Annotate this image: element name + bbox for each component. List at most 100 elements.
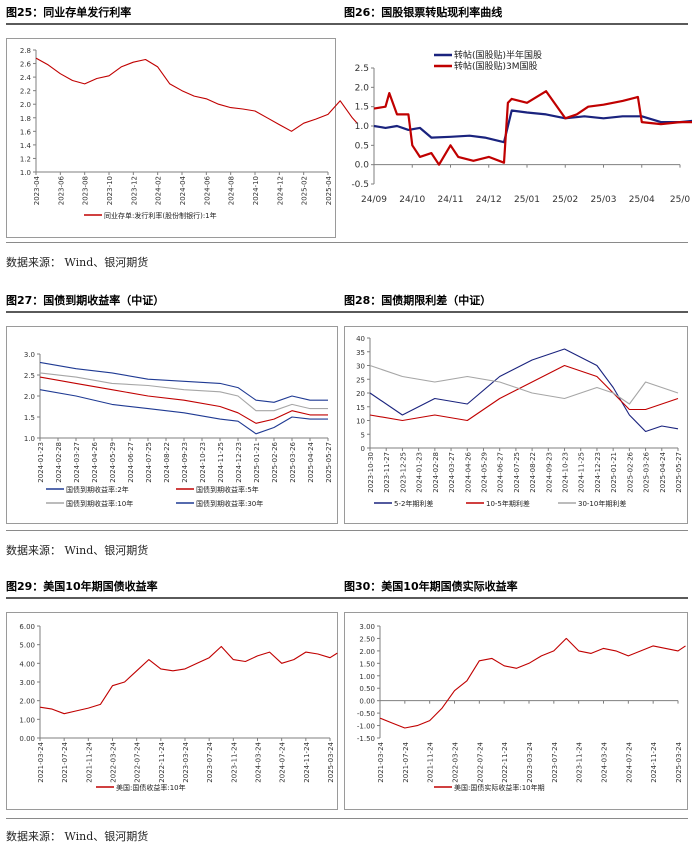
divider-row2-top bbox=[6, 311, 688, 313]
fig27-xtick-label: 2024-07-25 bbox=[145, 442, 153, 483]
fig25-xtick-label: 2025-04 bbox=[325, 175, 333, 205]
fig28-xtick-label: 2023-12-25 bbox=[399, 452, 407, 493]
fig27-ytick-label: 2.0 bbox=[24, 393, 35, 401]
fig26-xtick-label: 25/01 bbox=[514, 195, 540, 205]
fig30-xtick-label: 2024-11-24 bbox=[650, 741, 658, 782]
fig28-xtick-label: 2024-12-23 bbox=[594, 452, 602, 493]
fig25-series-line-1 bbox=[35, 57, 358, 132]
source-note-3: 数据来源： Wind、银河期货 bbox=[6, 830, 149, 843]
fig25-xtick-label: 2023-06 bbox=[57, 175, 65, 205]
fig28-xtick-label: 2024-04-26 bbox=[464, 451, 472, 492]
fig27-xtick-label: 2024-01-23 bbox=[37, 442, 45, 483]
fig29-legend-label-1: 美国:国债收益率:10年 bbox=[116, 783, 186, 792]
fig27-xtick-label: 2025-05-27 bbox=[325, 442, 333, 483]
fig28-ytick-label: 0 bbox=[361, 445, 365, 453]
fig26-ytick-label: 2.0 bbox=[355, 83, 370, 93]
fig28-ytick-label: 15 bbox=[356, 404, 365, 412]
fig30-xtick-label: 2021-03-24 bbox=[377, 741, 385, 782]
fig27-xtick-label: 2024-11-25 bbox=[217, 442, 225, 483]
fig28-legend-label-1: 5-2年期利差 bbox=[394, 499, 433, 508]
fig28-xtick-label: 2024-02-28 bbox=[432, 452, 440, 493]
fig30-xtick-label: 2023-03-24 bbox=[526, 741, 534, 782]
fig30-xtick-label: 2023-07-24 bbox=[551, 741, 559, 782]
fig28-xtick-label: 2025-01-21 bbox=[610, 452, 618, 493]
fig27-chart: 1.0 1.5 2.0 2.5 3.0 2024-01-23 2024-02-28 2024-… bbox=[24, 351, 333, 508]
fig28-series-line-3 bbox=[369, 364, 679, 405]
fig26-xtick-label: 24/10 bbox=[399, 195, 425, 205]
fig28-xtick-label: 2024-11-25 bbox=[578, 452, 586, 493]
fig27-series-line-1 bbox=[39, 389, 328, 435]
fig25-xtick-label: 2024-10 bbox=[252, 176, 260, 205]
fig27-xtick-label: 2024-02-28 bbox=[55, 442, 63, 483]
fig25-title: 图25：同业存单发行利率 bbox=[6, 6, 132, 19]
fig25-xtick-label: 2024-08 bbox=[228, 176, 236, 205]
fig29-ytick-label: 6.00 bbox=[19, 623, 35, 631]
fig27-xtick-label: 2025-03-26 bbox=[289, 441, 297, 482]
fig28-xtick-label: 2024-01-23 bbox=[416, 452, 424, 493]
fig26-ytick-label: 0.0 bbox=[355, 161, 370, 171]
fig28-xtick-label: 2025-04-24 bbox=[659, 451, 667, 492]
fig26-xtick-label: 25/04 bbox=[629, 195, 655, 205]
divider-row1-top bbox=[6, 23, 688, 25]
fig28-chart: 0 5 10 15 20 25 30 35 40 2023-10-30 2023-11-27 2023… bbox=[356, 335, 683, 508]
fig25-xtick-label: 2024-12 bbox=[276, 176, 284, 205]
fig28-xtick-label: 2024-05-29 bbox=[480, 452, 488, 493]
fig27-ytick-label: 1.0 bbox=[24, 435, 35, 443]
fig29-xtick-label: 2025-03-24 bbox=[327, 741, 335, 782]
fig30-xtick-label: 2025-03-24 bbox=[675, 741, 683, 782]
fig28-series-line-2 bbox=[369, 364, 679, 422]
fig28-ytick-label: 35 bbox=[356, 349, 365, 357]
fig25-xtick-label: 2024-06 bbox=[203, 175, 211, 205]
source-note-2: 数据来源： Wind、银河期货 bbox=[6, 544, 149, 557]
fig28-ytick-label: 5 bbox=[361, 431, 365, 439]
fig26-legend-label-1: 转帖(国股贴)半年国股 bbox=[454, 49, 542, 61]
fig25-ytick-label: 1.6 bbox=[20, 128, 32, 136]
fig28-xtick-label: 2024-09-23 bbox=[545, 452, 553, 493]
divider-row2-bottom bbox=[6, 530, 688, 531]
fig25-xtick-label: 2025-02 bbox=[301, 176, 309, 205]
fig26-xtick-label: 25/0 bbox=[670, 195, 690, 205]
fig29-ytick-label: 2.00 bbox=[19, 698, 35, 706]
fig25-ytick-label: 1.0 bbox=[20, 169, 31, 177]
fig26-xtick-label: 24/12 bbox=[476, 195, 502, 205]
fig27-xtick-label: 2025-04-24 bbox=[307, 441, 315, 482]
fig30-ytick-label: 0.50 bbox=[359, 685, 375, 693]
fig29-xtick-label: 2023-03-24 bbox=[182, 741, 190, 782]
fig27-xtick-label: 2024-05-29 bbox=[109, 442, 117, 483]
fig29-panel bbox=[6, 612, 338, 810]
fig30-ytick-label: -1.00 bbox=[357, 723, 375, 731]
fig25-chart: 1.0 1.2 1.4 1.6 1.8 2.0 2.2 2.4 2.6 2.8 2023-04 202… bbox=[20, 47, 358, 220]
fig27-ytick-label: 2.5 bbox=[24, 372, 35, 380]
fig30-ytick-label: 3.00 bbox=[359, 623, 375, 631]
fig29-xtick-label: 2024-11-24 bbox=[303, 741, 311, 782]
fig25-xtick-label: 2023-04 bbox=[33, 175, 41, 205]
fig26-xtick-label: 24/09 bbox=[361, 195, 387, 205]
fig30-ytick-label: -0.50 bbox=[357, 710, 375, 718]
fig29-ytick-label: 0.00 bbox=[19, 735, 35, 743]
fig30-xtick-label: 2022-03-24 bbox=[452, 741, 460, 782]
fig28-ytick-label: 40 bbox=[356, 335, 365, 343]
fig29-xtick-label: 2021-03-24 bbox=[37, 741, 45, 782]
fig30-xtick-label: 2021-07-24 bbox=[402, 741, 410, 782]
fig26-title: 图26：国股银票转贴现利率曲线 bbox=[344, 6, 503, 19]
fig25-xtick-label: 2023-08 bbox=[82, 176, 90, 205]
fig25-xtick-label: 2024-02 bbox=[155, 176, 163, 205]
fig29-xtick-label: 2022-03-24 bbox=[110, 741, 118, 782]
fig30-ytick-label: 0.00 bbox=[359, 698, 375, 706]
fig28-xtick-label: 2023-11-27 bbox=[383, 452, 391, 493]
fig28-title: 图28：国债期限利差（中证） bbox=[344, 294, 492, 307]
fig27-panel bbox=[6, 326, 338, 524]
fig28-legend-label-2: 10-5年期利差 bbox=[486, 499, 530, 508]
fig30-title: 图30：美国10年期国债实际收益率 bbox=[344, 580, 518, 593]
fig29-xtick-label: 2023-11-24 bbox=[230, 741, 238, 782]
fig30-xtick-label: 2024-03-24 bbox=[601, 741, 609, 782]
fig27-series-line-4 bbox=[39, 361, 328, 403]
fig27-legend-label-1: 国债到期收益率:2年 bbox=[66, 485, 129, 494]
fig26-series-line-2 bbox=[373, 90, 692, 166]
fig25-ytick-label: 1.4 bbox=[20, 142, 32, 150]
fig29-ytick-label: 5.00 bbox=[19, 642, 35, 650]
fig29-xtick-label: 2023-07-24 bbox=[206, 741, 214, 782]
fig27-xtick-label: 2024-08-22 bbox=[163, 442, 171, 483]
fig25-xtick-label: 2023-12 bbox=[130, 176, 138, 205]
fig28-ytick-label: 20 bbox=[356, 390, 365, 398]
